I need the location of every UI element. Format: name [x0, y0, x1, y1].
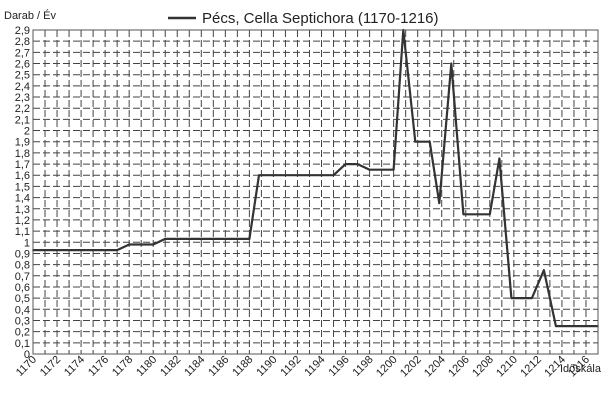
data-point	[356, 163, 359, 165]
x-tick-label: 1180	[134, 354, 159, 379]
x-tick-label: 1210	[494, 354, 520, 380]
x-axis-title: Időskála	[560, 363, 602, 375]
x-tick-label: 1202	[398, 354, 424, 380]
x-tick-label: 1206	[446, 354, 472, 380]
y-tick-label: 2,3	[15, 92, 30, 104]
x-tick-label: 1172	[38, 354, 63, 379]
y-tick-label: 1,3	[15, 204, 30, 216]
legend-entry: Pécs, Cella Septichora (1170-1216)	[202, 10, 439, 27]
x-tick-label: 1186	[206, 354, 231, 379]
y-tick-label: 2,1	[15, 114, 30, 126]
plot-frame	[32, 29, 599, 355]
x-tick-label: 1194	[302, 354, 327, 379]
y-tick-label: 2,5	[15, 70, 30, 82]
y-tick-label: 1,7	[15, 159, 30, 171]
data-point	[248, 238, 251, 240]
x-tick-label: 1196	[326, 354, 351, 379]
y-tick-label: 1,9	[15, 137, 30, 149]
data-point	[428, 140, 431, 143]
data-point	[438, 202, 441, 204]
x-tick-label: 1204	[422, 354, 448, 380]
data-point	[152, 243, 155, 246]
x-tick-label: 1174	[62, 354, 87, 379]
y-tick-label: 2,9	[15, 25, 30, 37]
x-tick-label: 1188	[230, 354, 255, 379]
x-tick-label: 1200	[374, 354, 400, 380]
y-axis-title: Darab / Év	[4, 9, 56, 22]
data-point	[344, 163, 347, 165]
y-tick-label: 0,1	[15, 338, 30, 350]
data-point	[116, 249, 118, 251]
data-point	[489, 213, 491, 216]
y-tick-label: 1	[24, 237, 30, 249]
x-tick-label: 1198	[351, 354, 376, 379]
data-point	[332, 174, 335, 177]
data-point	[555, 325, 557, 327]
y-tick-label: 1,1	[15, 226, 30, 238]
x-tick-label: 1208	[470, 354, 496, 380]
y-tick-label: 2,4	[15, 81, 30, 93]
grid	[33, 29, 598, 354]
x-tick-label: 1184	[182, 354, 207, 379]
data-point	[164, 238, 167, 240]
x-tick-label: 1178	[110, 354, 135, 379]
y-tick-label: 1,4	[15, 193, 30, 205]
x-tick-label: 1176	[86, 354, 111, 379]
x-tick-label: 1192	[278, 354, 303, 379]
y-tick-label: 0,5	[15, 293, 30, 305]
y-tick-label: 0,3	[15, 315, 30, 327]
data-point	[462, 213, 465, 216]
data-point	[258, 174, 260, 177]
x-tick-label: 1190	[254, 354, 279, 379]
y-tick-label: 2,2	[15, 103, 30, 115]
y-tick-label: 2,6	[15, 59, 30, 71]
data-point	[368, 168, 371, 171]
x-tick-label: 1182	[158, 354, 183, 379]
data-point	[543, 269, 545, 272]
y-tick-label: 2,7	[15, 47, 30, 59]
data-point	[498, 157, 501, 160]
y-tick-label: 0	[24, 349, 30, 361]
data-point	[392, 168, 395, 171]
data-point	[450, 62, 453, 65]
legend: Pécs, Cella Septichora (1170-1216)	[168, 10, 439, 27]
y-tick-label: 0,9	[15, 248, 30, 260]
data-point	[510, 297, 513, 299]
y-tick-label: 1,2	[15, 215, 30, 227]
y-tick-label: 0,8	[15, 260, 30, 272]
y-axis-ticks: 00,10,20,30,40,50,60,70,80,911,11,21,31,…	[15, 25, 30, 361]
y-tick-label: 0,7	[15, 271, 30, 283]
y-tick-label: 1,6	[15, 170, 30, 182]
x-axis-ticks: 1170117211741176117811801182118411861188…	[14, 354, 592, 380]
y-tick-label: 0,2	[15, 327, 30, 339]
y-tick-label: 0,4	[15, 304, 30, 316]
x-tick-label: 1212	[518, 354, 544, 380]
y-tick-label: 1,5	[15, 181, 30, 193]
x-tick-label: 1170	[14, 354, 39, 379]
y-tick-label: 2	[24, 126, 30, 138]
y-tick-label: 1,8	[15, 148, 30, 160]
data-point	[414, 140, 417, 143]
data-point	[128, 243, 130, 246]
y-tick-label: 2,8	[15, 36, 30, 48]
data-point	[531, 297, 533, 299]
y-tick-label: 0,6	[15, 282, 30, 294]
